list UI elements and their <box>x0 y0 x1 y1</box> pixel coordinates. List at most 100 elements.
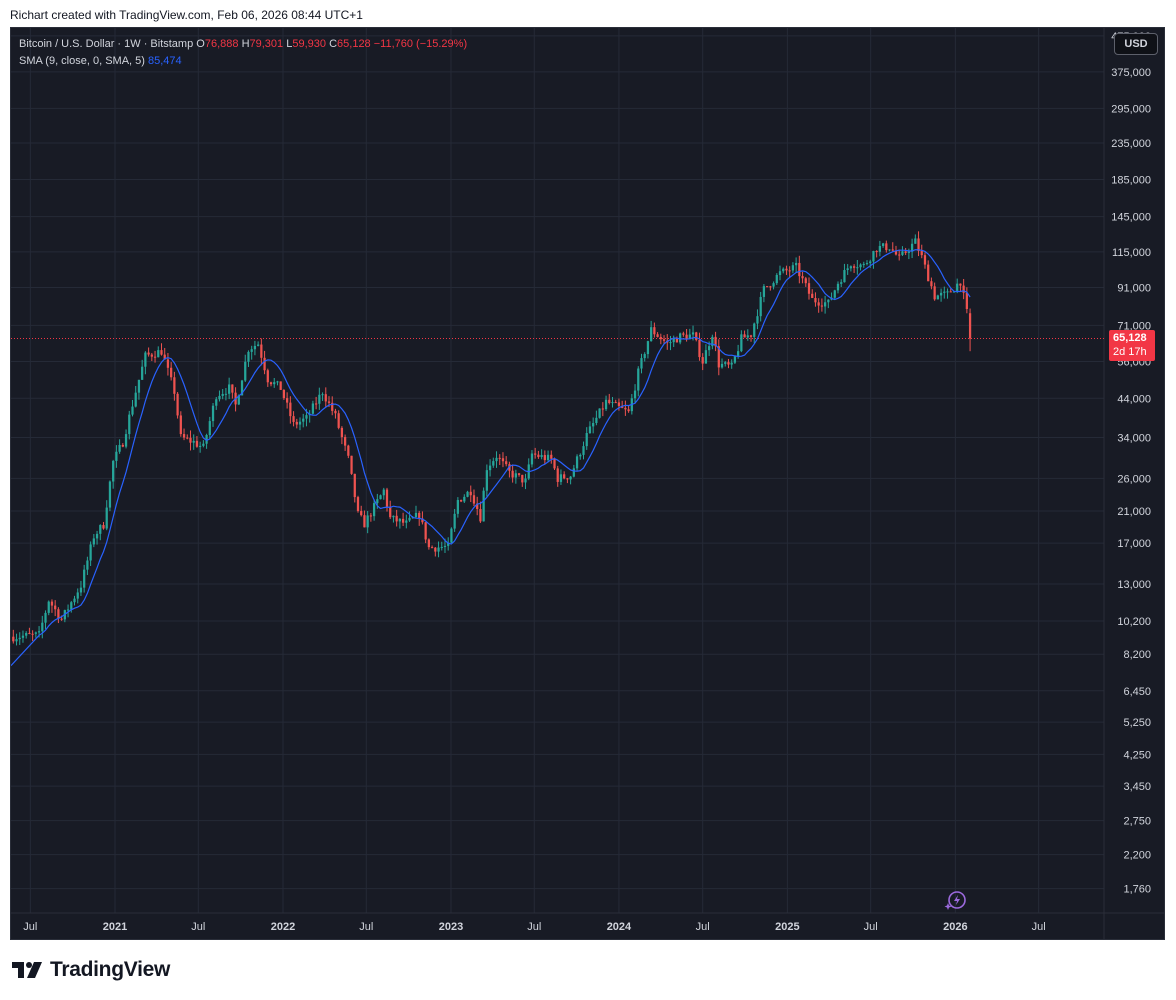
currency-button[interactable]: USD <box>1114 33 1158 55</box>
candle-body <box>608 399 611 404</box>
candle-body <box>18 637 21 640</box>
candle-body <box>656 334 659 337</box>
candle-body <box>514 473 517 478</box>
legend-high-label: H <box>241 38 250 50</box>
candle-body <box>878 245 882 252</box>
candle-body <box>469 491 472 496</box>
y-tick-label: 295,000 <box>1111 103 1151 115</box>
candle-body <box>814 298 817 303</box>
candle-body <box>891 249 894 251</box>
candle-body <box>910 243 914 252</box>
candle-body <box>653 327 656 335</box>
y-tick-label: 2,200 <box>1123 850 1151 862</box>
candle-body <box>617 402 621 406</box>
y-tick-label: 21,000 <box>1117 506 1151 518</box>
candle-body <box>794 262 798 266</box>
legend-change: −11,760 (−15.29%) <box>373 38 468 50</box>
candle-body <box>173 377 176 394</box>
candle-body <box>901 251 904 255</box>
candle-body <box>282 389 286 399</box>
candle-body <box>144 352 147 367</box>
candle-body <box>672 338 675 343</box>
candle-body <box>427 539 430 548</box>
candle-body <box>701 357 704 364</box>
tradingview-logo-text: TradingView <box>50 958 171 981</box>
candle-body <box>266 370 269 383</box>
candle-body <box>263 357 266 371</box>
candle-body <box>872 251 875 262</box>
candle-body <box>463 496 466 502</box>
chart-panel[interactable]: 475,000375,000295,000235,000185,000145,0… <box>10 27 1165 940</box>
candle-body <box>289 402 292 417</box>
candle-body <box>511 470 514 478</box>
legend-low-label: L <box>286 38 293 50</box>
candle-body <box>759 296 762 317</box>
candle-body <box>273 382 276 385</box>
candle-body <box>12 636 15 642</box>
x-tick-label: Jul <box>359 921 373 933</box>
candle-body <box>115 451 118 461</box>
candle-body <box>778 271 782 275</box>
candle-body <box>585 433 588 447</box>
candle-body <box>485 470 488 491</box>
candle-body <box>540 455 543 458</box>
tradingview-logo-icon <box>12 962 42 978</box>
candle-body <box>124 434 128 447</box>
candle-body <box>724 362 727 364</box>
x-tick-label: Jul <box>864 921 878 933</box>
candle-body <box>199 445 202 447</box>
candle-body <box>331 402 334 411</box>
candle-body <box>443 545 447 547</box>
candle-body <box>472 495 476 504</box>
candle-body <box>917 238 920 251</box>
candle-body <box>962 285 965 293</box>
candle-body <box>749 335 753 337</box>
x-tick-label: Jul <box>191 921 205 933</box>
legend-close: 65,128 <box>337 38 371 50</box>
candle-body <box>894 250 898 255</box>
candle-body <box>743 334 746 338</box>
candle-body <box>453 513 456 529</box>
candle-body <box>936 295 939 300</box>
y-tick-label: 44,000 <box>1117 393 1151 405</box>
candle-body <box>885 243 888 251</box>
candle-body <box>105 507 108 529</box>
candle-body <box>31 633 34 635</box>
candle-body <box>28 632 31 634</box>
candle-body <box>257 344 260 346</box>
x-tick-label: 2024 <box>607 921 632 933</box>
candle-body <box>563 474 566 479</box>
legend-low: 59,930 <box>292 38 327 50</box>
y-tick-label: 145,000 <box>1111 212 1151 224</box>
candle-body <box>869 261 872 264</box>
y-tick-label: 34,000 <box>1117 433 1151 445</box>
candle-body <box>753 323 756 337</box>
candle-body <box>627 409 630 412</box>
candle-body <box>205 434 208 444</box>
candle-body <box>704 350 708 364</box>
candle-body <box>334 410 337 414</box>
y-tick-label: 375,000 <box>1111 67 1151 79</box>
candle-body <box>714 336 717 347</box>
candle-body <box>160 350 163 355</box>
candle-body <box>782 268 785 272</box>
y-tick-label: 2,750 <box>1123 816 1151 828</box>
candle-body <box>569 476 572 480</box>
candle-body <box>801 276 804 279</box>
candle-body <box>633 390 637 399</box>
candle-body <box>488 465 492 471</box>
price-chart[interactable]: 475,000375,000295,000235,000185,000145,0… <box>11 28 1164 939</box>
candle-body <box>70 602 73 610</box>
candle-body <box>376 499 379 504</box>
candle-body <box>933 286 936 300</box>
candle-body <box>646 341 650 355</box>
candle-body <box>685 334 688 340</box>
y-tick-label: 26,000 <box>1117 473 1151 485</box>
candle-body <box>762 286 766 297</box>
lightning-icon[interactable] <box>944 890 966 912</box>
candle-body <box>128 414 131 435</box>
candle-body <box>530 453 534 465</box>
candle-body <box>253 345 257 350</box>
candle-body <box>353 473 356 498</box>
candle-body <box>237 395 240 405</box>
